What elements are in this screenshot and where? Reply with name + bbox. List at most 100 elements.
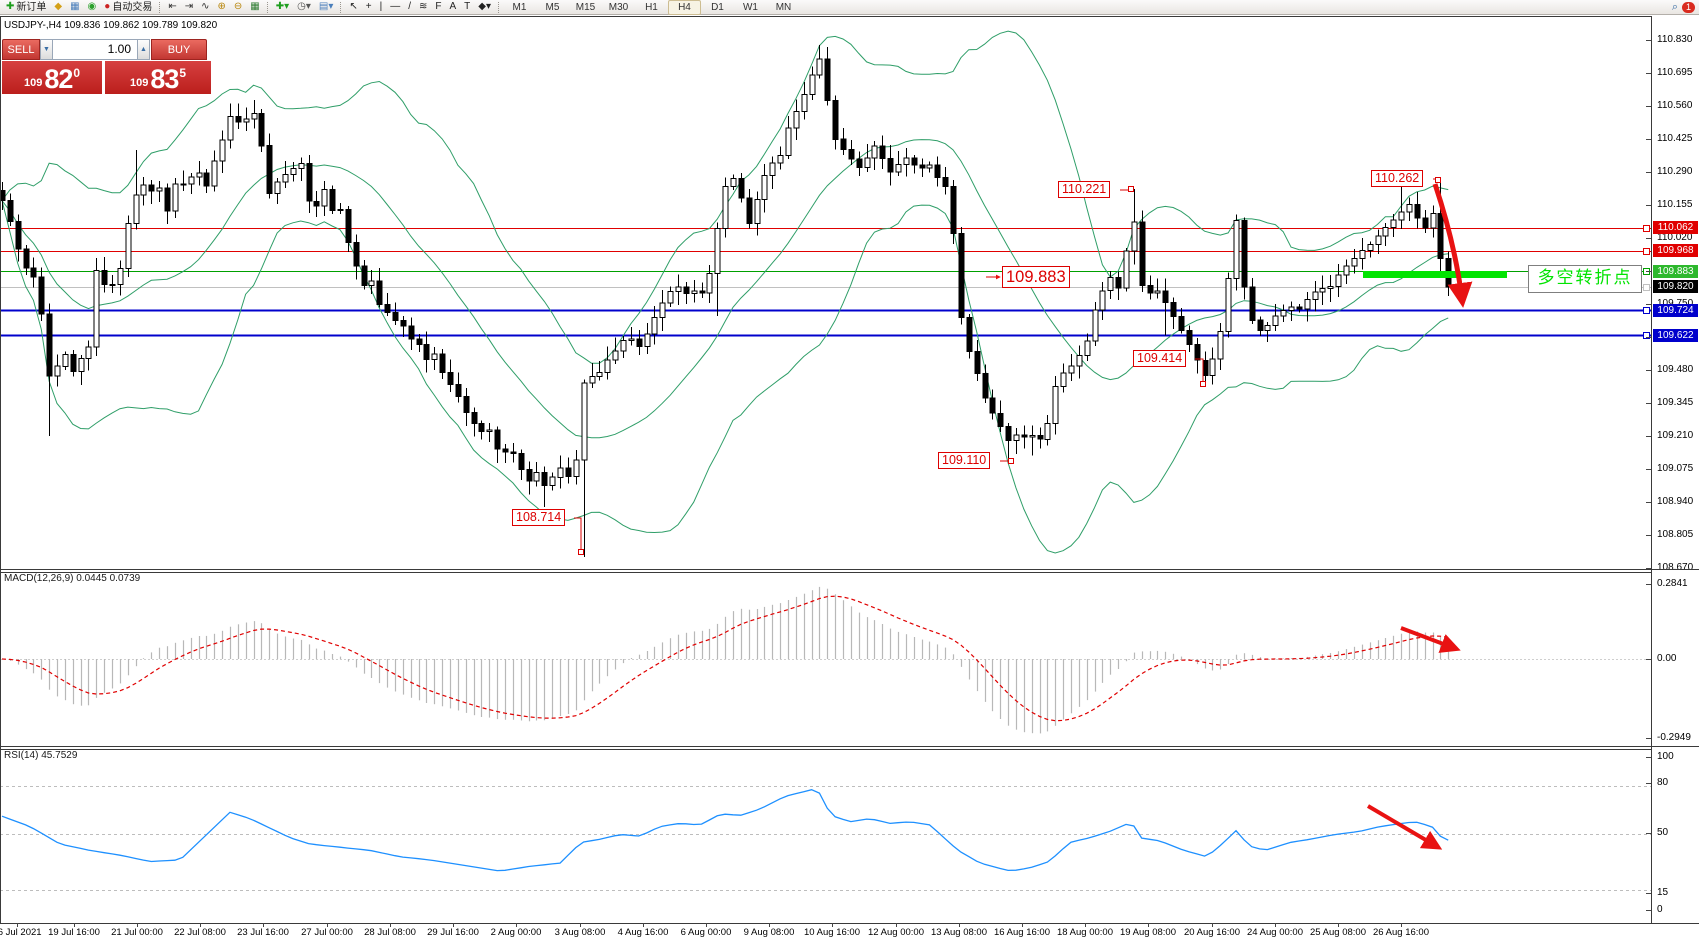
price-tick-label: 110.830: [1657, 34, 1693, 45]
symbol-ohlc-line: USDJPY-,H4 109.836 109.862 109.789 109.8…: [4, 20, 218, 31]
time-axis[interactable]: 16 Jul 2021 19 Jul 16:00 21 Jul 00:00 22 Ju…: [0, 924, 1652, 940]
shapes-tool-icon[interactable]: ◆▾: [474, 0, 495, 15]
price-tick-label: 109.075: [1657, 462, 1694, 474]
price-callout-110-262[interactable]: 110.262: [1371, 170, 1424, 187]
chart-shift-icon[interactable]: ⇤: [164, 0, 180, 15]
price-axis[interactable]: 110.830 110.695 110.560 110.425 110.290 110.1…: [1652, 15, 1699, 940]
chart-window[interactable]: USDJPY-,H4 109.836 109.862 109.789 109.8…: [0, 15, 1699, 940]
rsi-tick-label: 80: [1657, 777, 1669, 788]
timeframe-m1-button[interactable]: M1: [512, 1, 527, 13]
buy-button[interactable]: BUY: [151, 39, 207, 60]
period-icon[interactable]: ◷▾: [293, 0, 315, 15]
sell-price-display[interactable]: 109 82 0: [2, 61, 102, 94]
price-tick-label: 109.750: [1657, 298, 1693, 309]
new-order-button[interactable]: ✚ 新订单: [2, 0, 50, 15]
timeframe-m5-button[interactable]: M5: [545, 1, 560, 13]
price-tick-label: 108.670: [1657, 561, 1694, 573]
time-tick-label: 27 Jul 00:00: [301, 927, 353, 938]
tile-windows-icon[interactable]: ▦: [246, 0, 263, 15]
price-callout-108-714[interactable]: 108.714: [512, 509, 566, 526]
timeframe-d1-button[interactable]: D1: [711, 1, 724, 13]
price-badge-110-062: 110.062: [1653, 221, 1698, 235]
turning-point-highlight-bar: [1363, 271, 1507, 278]
hline-tool-icon[interactable]: —: [386, 0, 404, 15]
price-badge-109-622: 109.622: [1653, 328, 1698, 342]
buy-price-display[interactable]: 109 83 5: [105, 61, 211, 94]
volume-input[interactable]: 1.00: [53, 39, 137, 60]
main-toolbar: ✚ 新订单 ◆ ▦ ◉ ● 自动交易 ⇤ ⇥ ∿ ⊕ ⊖ ▦ ✚▾ ◷▾ ▤▾ ↖ + | — / ≋ F A T ◆▾ M1 M5 M…: [0, 0, 1699, 15]
toolbar-right-icons: ⌕ 1: [1672, 1, 1695, 14]
alert-badge[interactable]: 1: [1681, 1, 1695, 13]
time-tick-label: 20 Aug 16:00: [1184, 927, 1240, 938]
vline-tool-icon[interactable]: |: [376, 0, 387, 15]
time-tick-label: 3 Aug 08:00: [554, 927, 606, 938]
tile-windows-icon-glyph: ▦: [250, 1, 260, 12]
timeframe-mn-button[interactable]: MN: [775, 1, 792, 13]
zoom-in-icon[interactable]: ⊕: [214, 0, 230, 15]
fibonacci-tool-icon[interactable]: F: [431, 0, 445, 15]
text-tool-icon[interactable]: A: [445, 0, 460, 15]
hline-tool-icon-glyph: —: [390, 1, 401, 12]
timeframe-h4-button[interactable]: H4: [667, 0, 701, 15]
market-data-icon[interactable]: ◉: [84, 0, 101, 15]
channel-tool-icon[interactable]: ≋: [415, 0, 431, 15]
time-tick-label: 12 Aug 00:00: [868, 927, 924, 938]
timeframe-h1-button[interactable]: H1: [645, 1, 658, 13]
trendline-tool-icon[interactable]: /: [404, 0, 415, 15]
history-icon[interactable]: ◆: [50, 0, 66, 15]
toolbar-separator: [497, 1, 500, 13]
zoom-out-icon-glyph: ⊖: [233, 1, 243, 12]
price-callout-109-110[interactable]: 109.110: [938, 452, 991, 469]
time-tick-label: 22 Jul 08:00: [174, 927, 226, 938]
time-tick-label: 19 Aug 08:00: [1120, 927, 1176, 938]
label-tool-icon[interactable]: T: [460, 0, 474, 15]
toolbar-separator: [266, 1, 269, 13]
sell-button[interactable]: SELL: [2, 39, 40, 60]
time-tick-label: 13 Aug 08:00: [931, 927, 987, 938]
period-icon-glyph: ◷▾: [297, 1, 311, 12]
zoom-out-icon[interactable]: ⊖: [230, 0, 246, 15]
price-tick-label: 110.560: [1657, 99, 1693, 111]
autotrading-button[interactable]: ● 自动交易: [100, 0, 156, 15]
new-order-button-label: 新订单: [16, 1, 47, 13]
volume-increase-button[interactable]: ▲: [137, 39, 150, 60]
time-tick-label: 24 Aug 00:00: [1247, 927, 1303, 938]
vline-tool-icon-glyph: |: [379, 1, 383, 12]
pane-separator: [1652, 746, 1699, 747]
rsi-tick-label: 50: [1657, 827, 1669, 838]
rsi-tick-label: 0: [1657, 904, 1663, 915]
timeframe-m30-button[interactable]: M30: [608, 1, 629, 13]
crosshair-icon[interactable]: +: [362, 0, 376, 15]
cursor-icon[interactable]: ↖: [345, 0, 361, 15]
chart-canvas[interactable]: [0, 15, 1652, 940]
market-data-icon-glyph: ◉: [87, 1, 97, 12]
sell-price-handle: 109: [23, 77, 43, 89]
new-chart-icon[interactable]: ✚▾: [272, 0, 293, 15]
new-chart-icon-glyph: ✚▾: [275, 1, 290, 12]
template-icon-glyph: ▤▾: [318, 1, 334, 12]
bull-bear-turning-point-label[interactable]: 多空转折点: [1528, 265, 1642, 293]
auto-scroll-icon[interactable]: ⇥: [181, 0, 197, 15]
trendline-tool-icon-glyph: /: [408, 1, 411, 12]
sell-arrow-main: [1432, 183, 1473, 308]
text-tool-icon-glyph: A: [449, 1, 457, 12]
toolbar-separator: [340, 1, 342, 13]
price-callout-109-883[interactable]: 109.883: [1002, 266, 1070, 288]
price-tick-label: 110.155: [1657, 198, 1693, 210]
price-tick-label: 110.425: [1657, 132, 1693, 144]
zoom-in-icon-glyph: ⊕: [217, 1, 226, 12]
buy-price-big: 83: [150, 64, 179, 94]
timeframe-w1-button[interactable]: W1: [742, 1, 758, 13]
timeframe-m15-button[interactable]: M15: [575, 1, 596, 13]
price-callout-110-221[interactable]: 110.221: [1058, 181, 1111, 198]
line-chart-icon[interactable]: ∿: [197, 0, 213, 15]
template-icon[interactable]: ▤▾: [315, 0, 337, 15]
volume-decrease-button[interactable]: ▼: [40, 39, 53, 60]
time-tick-label: 19 Jul 16:00: [48, 927, 100, 938]
price-badge-109-724: 109.724: [1653, 303, 1698, 317]
price-callout-109-414[interactable]: 109.414: [1133, 350, 1187, 367]
search-icon[interactable]: ⌕: [1671, 0, 1678, 13]
price-tick-label: 109.345: [1657, 396, 1694, 408]
chart-window-icon[interactable]: ▦: [66, 0, 83, 15]
time-tick-label: 21 Jul 00:00: [111, 927, 163, 938]
